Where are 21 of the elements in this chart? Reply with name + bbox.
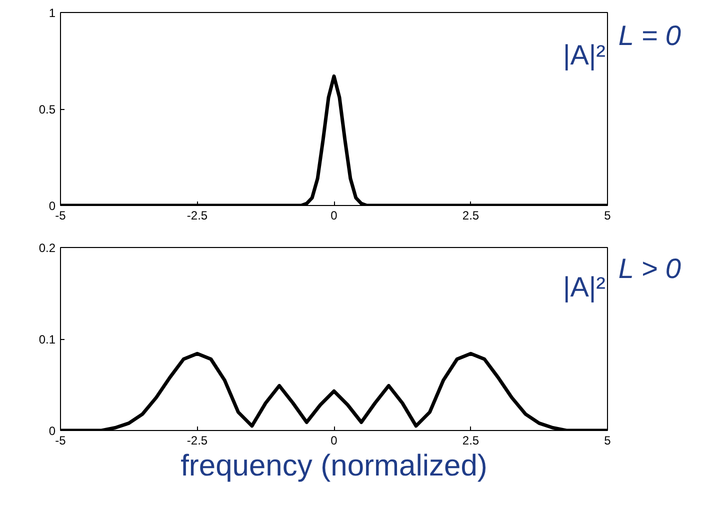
annotation: |A|² [562,271,606,302]
x-tick-label: 0 [330,434,338,448]
x-tick-label: 0 [330,208,338,222]
x-tick-label: 5 [604,434,612,448]
y-tick-label: 0.2 [38,241,56,255]
x-tick-label: -2.5 [186,434,208,448]
x-tick-label: -2.5 [186,208,208,222]
y-tick-label: 0 [48,199,56,213]
annotation: |A|² [562,39,606,70]
x-tick-label: -5 [55,434,66,448]
y-tick-label: 0.5 [38,102,56,116]
x-tick-label: 5 [604,208,612,222]
y-tick-label: 0 [48,424,56,438]
x-tick-label: 2.5 [462,434,480,448]
y-tick-label: 0.1 [38,332,56,346]
x-axis-title: frequency (normalized) [180,450,488,482]
text: L > 0 [618,253,682,284]
x-tick-label: -5 [55,208,66,222]
text: L = 0 [618,20,682,52]
y-tick-label: 1 [48,6,56,20]
x-tick-label: 2.5 [462,208,480,222]
